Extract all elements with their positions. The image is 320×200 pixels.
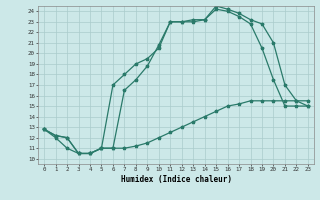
X-axis label: Humidex (Indice chaleur): Humidex (Indice chaleur): [121, 175, 231, 184]
